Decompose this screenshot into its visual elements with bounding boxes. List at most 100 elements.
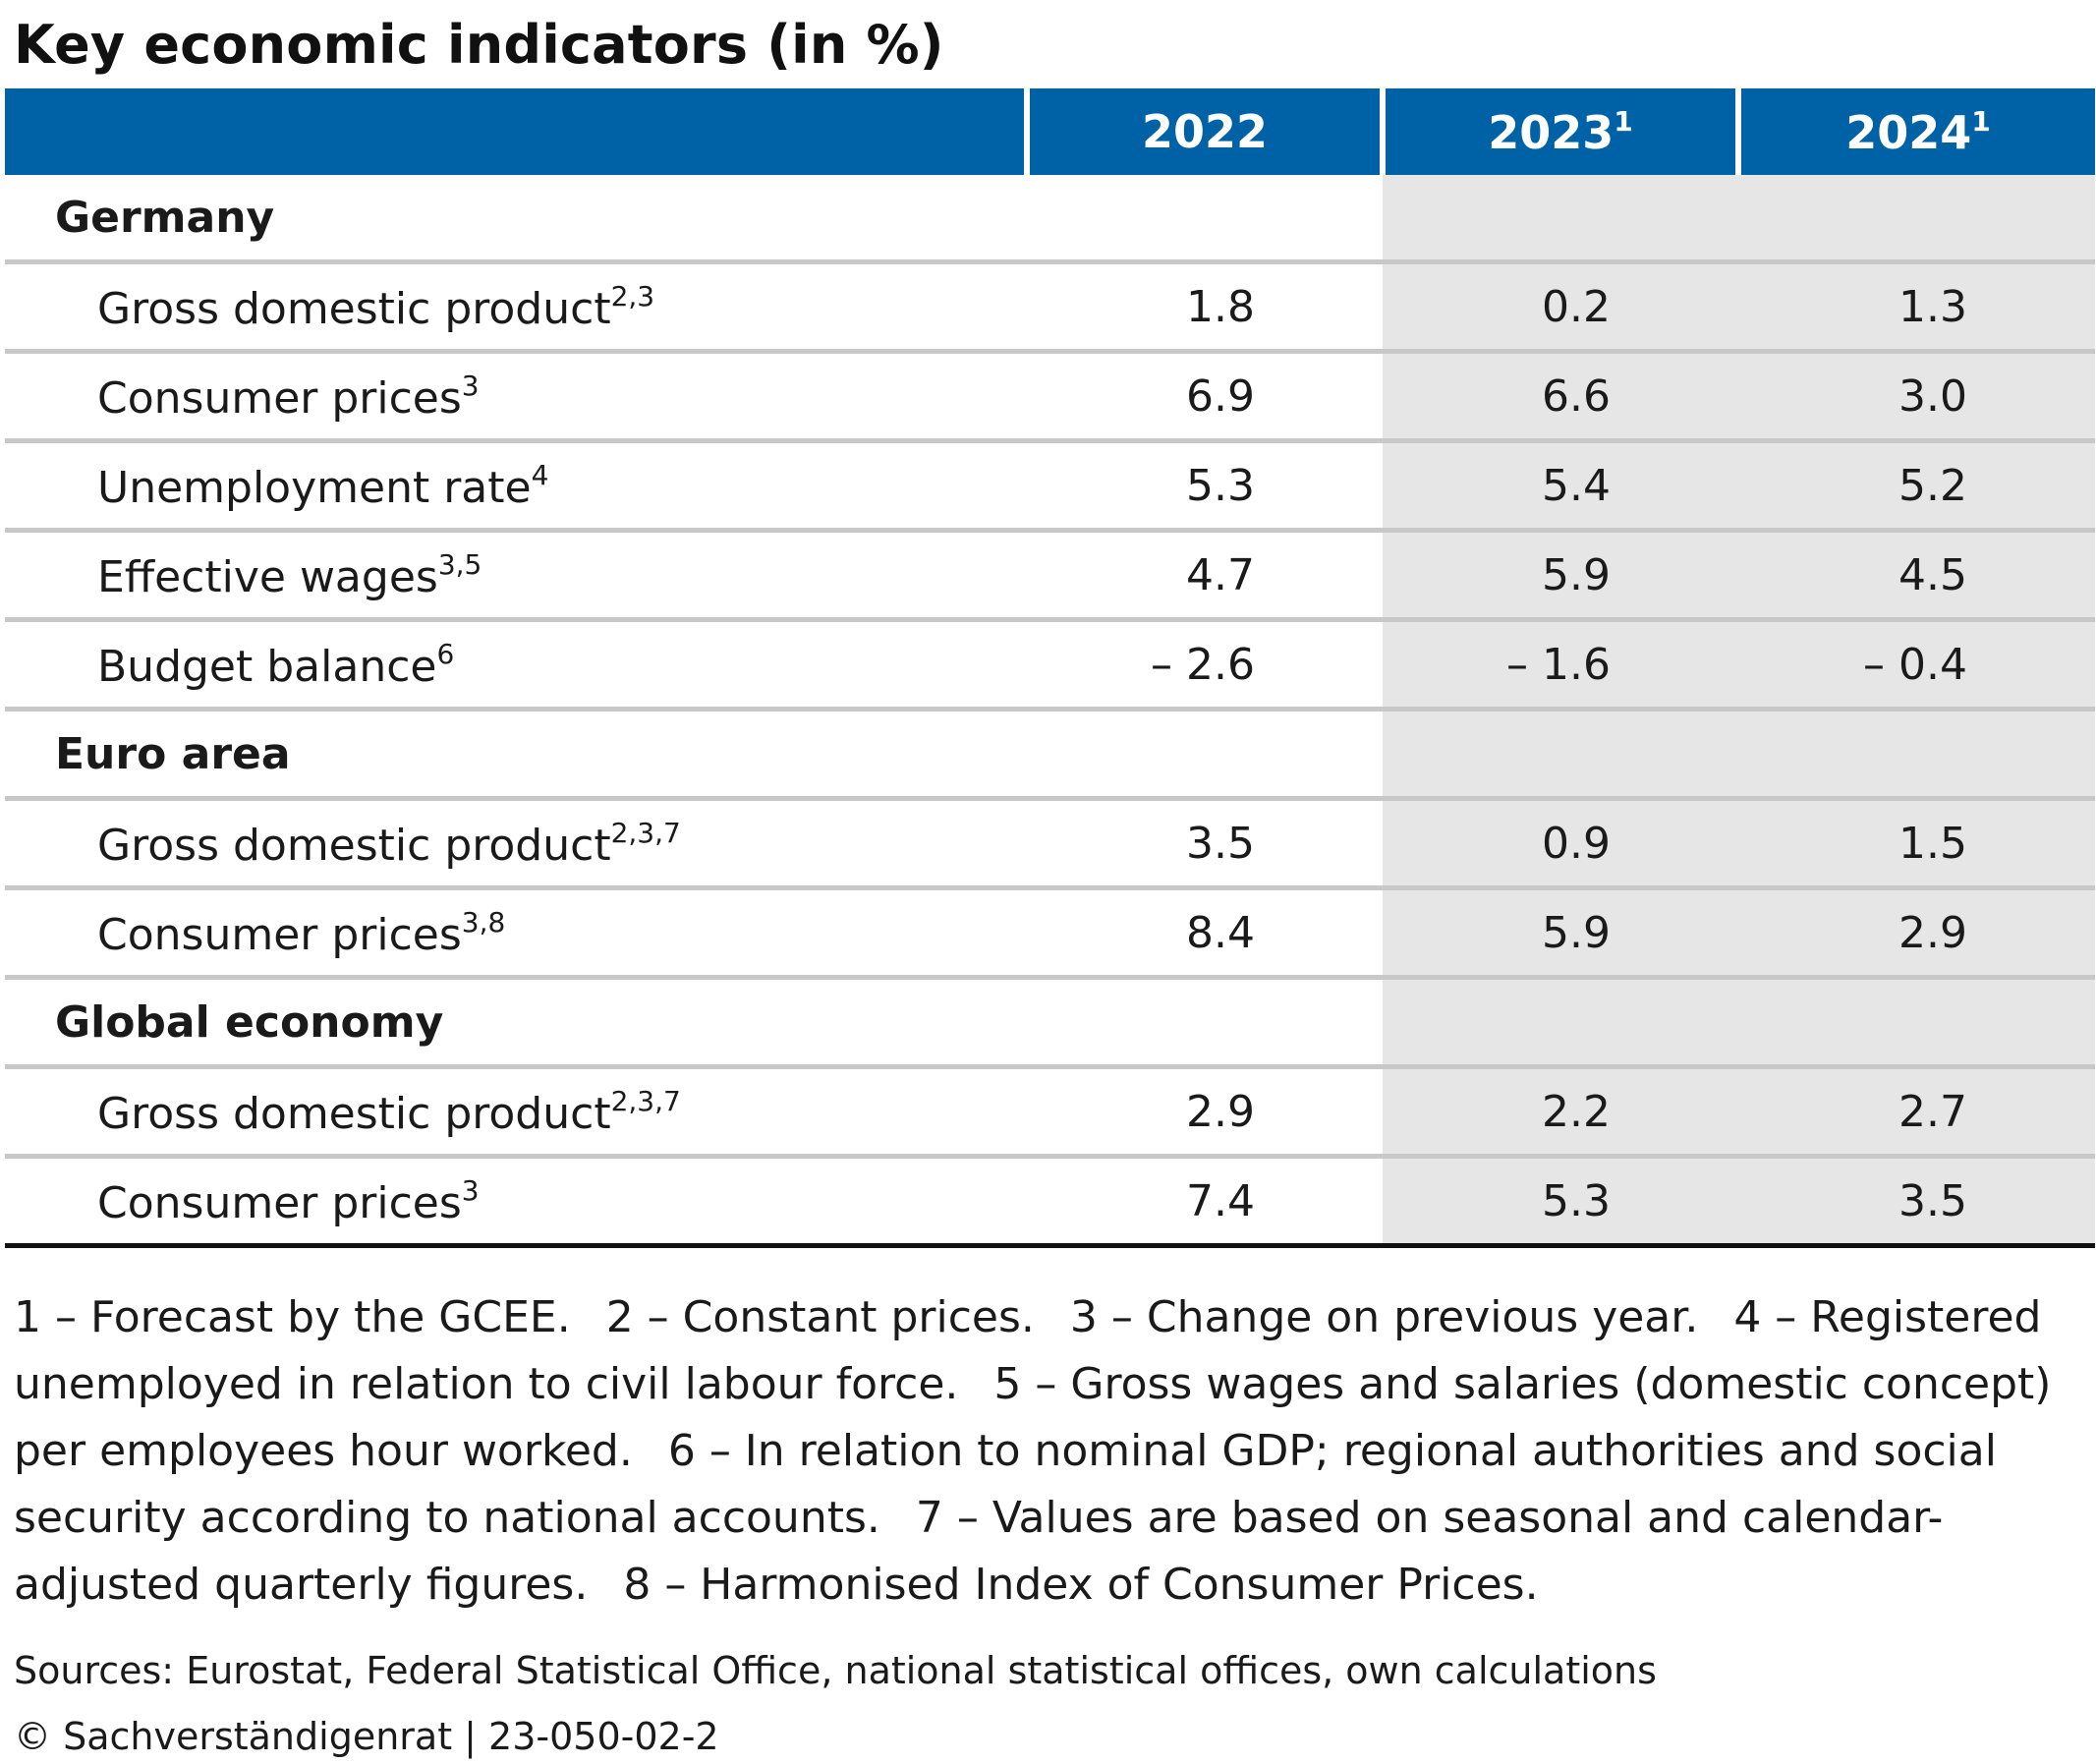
value-cell-2024: 2.7 bbox=[1738, 1064, 2095, 1157]
footnotes: 1 – Forecast by the GCEE. 2 – Constant p… bbox=[14, 1284, 2077, 1619]
value-cell-2022: 5.3 bbox=[1027, 438, 1383, 531]
footnote-item: 7 – Values are based on seasonal and cal… bbox=[14, 1493, 1944, 1610]
row-label: Consumer prices bbox=[97, 372, 462, 424]
indicators-table: 2022 20231 20241 Germany Gross domestic pro… bbox=[5, 88, 2095, 1248]
value-cell-2023: 5.9 bbox=[1383, 528, 1738, 620]
row-footnote-marker: 6 bbox=[436, 637, 455, 670]
footnote-item: 1 – Forecast by the GCEE. bbox=[14, 1292, 571, 1342]
value-cell-2023: 2.2 bbox=[1383, 1064, 1738, 1157]
value-cell-2023: 5.4 bbox=[1383, 438, 1738, 531]
row-label-cell: Unemployment rate4 bbox=[5, 438, 1027, 531]
header-label-cell bbox=[5, 88, 1027, 175]
row-label-cell: Consumer prices3 bbox=[5, 1154, 1027, 1248]
section-row: Germany bbox=[5, 175, 2095, 262]
value-cell-2024: 5.2 bbox=[1738, 438, 2095, 531]
value-cell-2024: – 0.4 bbox=[1738, 617, 2095, 710]
header-year-label: 2023 bbox=[1488, 105, 1614, 159]
row-label: Gross domestic product bbox=[97, 1088, 611, 1139]
row-label: Budget balance bbox=[97, 641, 437, 692]
copyright-line: © Sachverständigenrat | 23-050-02-2 bbox=[14, 1715, 719, 1758]
table-row: Consumer prices3,8 8.4 5.9 2.9 bbox=[5, 885, 2095, 978]
value-cell-2024: 3.5 bbox=[1738, 1154, 2095, 1248]
row-footnote-marker: 3 bbox=[461, 1173, 480, 1207]
header-year-2023: 20231 bbox=[1380, 88, 1738, 175]
table-title: Key economic indicators (in %) bbox=[14, 14, 944, 76]
row-label: Gross domestic product bbox=[97, 820, 611, 871]
section-empty-cell bbox=[1383, 975, 1738, 1067]
row-label: Unemployment rate bbox=[97, 462, 532, 513]
footnote-item: 6 – In relation to nominal GDP; regional… bbox=[14, 1426, 1997, 1543]
value-cell-2024: 3.0 bbox=[1738, 349, 2095, 441]
section-heading: Germany bbox=[55, 192, 275, 243]
row-label-cell: Consumer prices3 bbox=[5, 349, 1027, 441]
value-cell-2022: 1.8 bbox=[1027, 259, 1383, 352]
value-cell-2023: 0.9 bbox=[1383, 796, 1738, 888]
value-cell-2022: 3.5 bbox=[1027, 796, 1383, 888]
row-footnote-marker: 3,8 bbox=[461, 905, 506, 939]
table-row: Consumer prices3 6.9 6.6 3.0 bbox=[5, 349, 2095, 441]
row-label: Gross domestic product bbox=[97, 283, 611, 334]
row-label: Consumer prices bbox=[97, 909, 462, 960]
footnote-item: 8 – Harmonised Index of Consumer Prices. bbox=[623, 1560, 1539, 1610]
row-label-cell: Gross domestic product2,3,7 bbox=[5, 1064, 1027, 1157]
footnote-item: 3 – Change on previous year. bbox=[1069, 1292, 1699, 1342]
row-label-cell: Gross domestic product2,3 bbox=[5, 259, 1027, 352]
row-label: Effective wages bbox=[97, 551, 438, 602]
row-label-cell: Consumer prices3,8 bbox=[5, 885, 1027, 978]
section-heading: Euro area bbox=[5, 707, 1027, 799]
row-label-cell: Budget balance6 bbox=[5, 617, 1027, 710]
value-cell-2022: 8.4 bbox=[1027, 885, 1383, 978]
section-row: Global economy bbox=[5, 975, 2095, 1067]
value-cell-2022: – 2.6 bbox=[1027, 617, 1383, 710]
value-cell-2024: 1.5 bbox=[1738, 796, 2095, 888]
table-body: Germany Gross domestic product2,3 1.8 0.2 1.… bbox=[5, 175, 2095, 1248]
header-year-label: 2024 bbox=[1845, 105, 1972, 159]
row-label: Consumer prices bbox=[97, 1177, 462, 1228]
value-cell-2024: 4.5 bbox=[1738, 528, 2095, 620]
row-footnote-marker: 3 bbox=[461, 369, 480, 402]
value-cell-2023: 5.9 bbox=[1383, 885, 1738, 978]
table-row: Gross domestic product2,3,7 2.9 2.2 2.7 bbox=[5, 1064, 2095, 1157]
value-cell-2022: 7.4 bbox=[1027, 1154, 1383, 1248]
value-cell-2023: 0.2 bbox=[1383, 259, 1738, 352]
section-empty-cell bbox=[1738, 707, 2095, 799]
value-cell-2024: 1.3 bbox=[1738, 259, 2095, 352]
value-cell-2024: 2.9 bbox=[1738, 885, 2095, 978]
indicators-table-wrap: 2022 20231 20241 Germany Gross domestic pro… bbox=[5, 88, 2095, 1248]
value-cell-2023: 6.6 bbox=[1383, 349, 1738, 441]
header-row: 2022 20231 20241 bbox=[5, 88, 2095, 175]
section-empty-cell bbox=[1383, 175, 1738, 262]
row-footnote-marker: 2,3 bbox=[610, 279, 655, 313]
header-year-label: 2022 bbox=[1141, 105, 1269, 158]
value-cell-2022: 6.9 bbox=[1027, 349, 1383, 441]
section-empty-cell bbox=[1027, 175, 1383, 262]
section-row: Euro area bbox=[5, 707, 2095, 799]
footnote-item: 4 – Registered unemployed in relation to… bbox=[14, 1292, 2042, 1409]
value-cell-2023: – 1.6 bbox=[1383, 617, 1738, 710]
footnote-item: 5 – Gross wages and salaries (domestic c… bbox=[14, 1359, 2052, 1476]
value-cell-2022: 2.9 bbox=[1027, 1064, 1383, 1157]
value-cell-2023: 5.3 bbox=[1383, 1154, 1738, 1248]
section-empty-cell bbox=[1027, 707, 1383, 799]
table-row: Gross domestic product2,3 1.8 0.2 1.3 bbox=[5, 259, 2095, 352]
footnote-item: 2 – Constant prices. bbox=[605, 1292, 1035, 1342]
row-footnote-marker: 4 bbox=[531, 458, 549, 491]
header-year-2022: 2022 bbox=[1024, 88, 1383, 175]
row-footnote-marker: 2,3,7 bbox=[610, 816, 681, 849]
section-empty-cell bbox=[1738, 975, 2095, 1067]
section-empty-cell bbox=[1738, 175, 2095, 262]
section-heading: Global economy bbox=[5, 975, 1027, 1067]
row-footnote-marker: 2,3,7 bbox=[610, 1084, 681, 1117]
header-year-2024: 20241 bbox=[1735, 88, 2095, 175]
table-row: Effective wages3,5 4.7 5.9 4.5 bbox=[5, 528, 2095, 620]
table-row: Gross domestic product2,3,7 3.5 0.9 1.5 bbox=[5, 796, 2095, 888]
table-row: Budget balance6– 2.6– 1.6– 0.4 bbox=[5, 617, 2095, 710]
header-footnote-marker: 1 bbox=[1614, 104, 1633, 138]
section-empty-cell bbox=[1027, 975, 1383, 1067]
table-row: Consumer prices3 7.4 5.3 3.5 bbox=[5, 1154, 2095, 1248]
row-label-cell: Effective wages3,5 bbox=[5, 528, 1027, 620]
row-label-cell: Gross domestic product2,3,7 bbox=[5, 796, 1027, 888]
section-empty-cell bbox=[1383, 707, 1738, 799]
sources-line: Sources: Eurostat, Federal Statistical O… bbox=[14, 1649, 1657, 1692]
value-cell-2022: 4.7 bbox=[1027, 528, 1383, 620]
